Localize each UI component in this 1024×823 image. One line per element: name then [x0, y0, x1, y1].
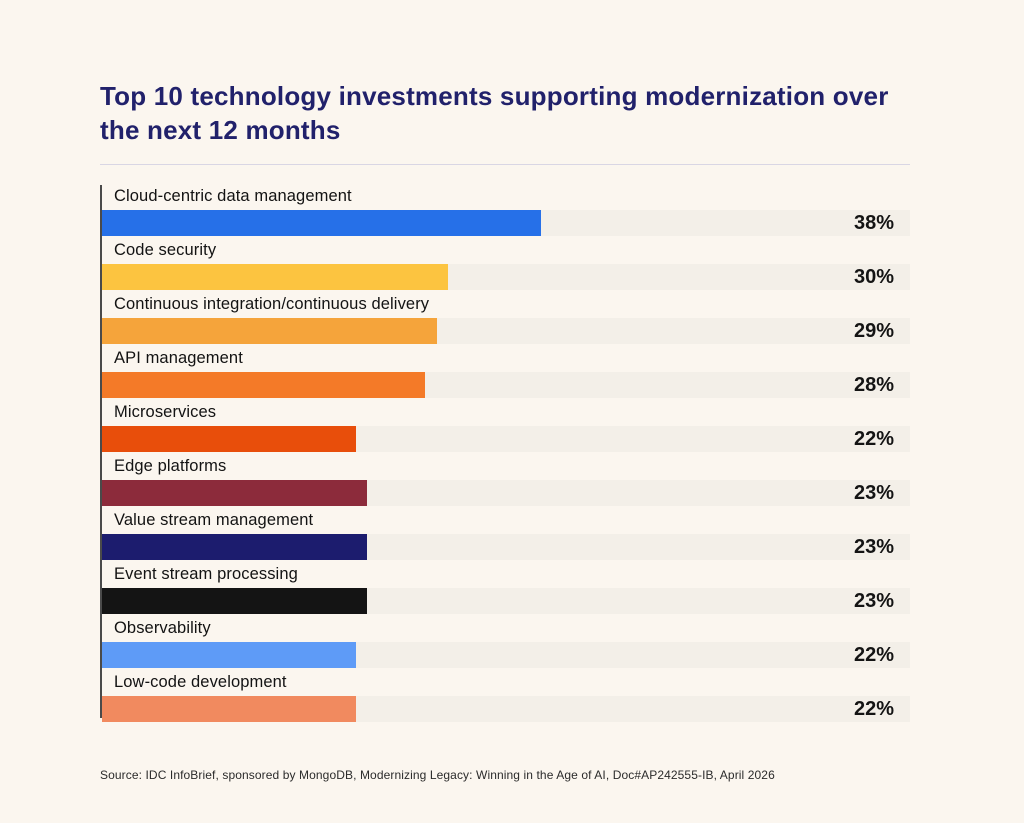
bar: [102, 533, 368, 560]
bar: [102, 641, 356, 668]
bar-track: 38%: [102, 209, 910, 236]
bar-track: 29%: [102, 317, 910, 344]
title-divider: [100, 163, 910, 165]
bar-value: 23%: [853, 535, 894, 558]
page-title: Top 10 technology investments supporting…: [100, 81, 889, 145]
bar-value: 23%: [853, 589, 894, 612]
bar-label: Continuous integration/continuous delive…: [114, 294, 430, 313]
bar-label: Cloud-centric data management: [114, 186, 352, 205]
bar-track: 23%: [102, 587, 910, 614]
bar-value: 23%: [853, 481, 894, 504]
bar-track: 30%: [102, 263, 910, 290]
bar-track: 23%: [102, 533, 910, 560]
chart-row: Continuous integration/continuous delive…: [102, 291, 910, 344]
bar: [102, 209, 541, 236]
chart-row: Observability 22%: [102, 615, 910, 668]
bar-track: 28%: [102, 371, 910, 398]
bar-value: 22%: [853, 697, 894, 720]
bar: [102, 479, 368, 506]
chart-row: API management 28%: [102, 345, 910, 398]
chart-row: Microservices 22%: [102, 399, 910, 452]
bar-value: 29%: [853, 319, 894, 342]
bar-label: Observability: [114, 618, 211, 637]
bar-value: 22%: [853, 643, 894, 666]
bar-value: 28%: [853, 373, 894, 396]
chart-row: Code security 30%: [102, 237, 910, 290]
bar: [102, 587, 368, 614]
bar-track: 23%: [102, 479, 910, 506]
chart-row: Edge platforms 23%: [102, 453, 910, 506]
chart-row: Low-code development 22%: [102, 669, 910, 722]
chart-row: Event stream processing 23%: [102, 561, 910, 614]
bar: [102, 317, 437, 344]
chart-row: Cloud-centric data management 38%: [102, 183, 910, 236]
y-axis-line: [100, 184, 102, 718]
bar-label: API management: [114, 348, 243, 367]
bar-label: Code security: [114, 240, 217, 259]
bar-label: Microservices: [114, 402, 217, 421]
bar-label: Low-code development: [114, 672, 287, 691]
bar-value: 30%: [853, 265, 894, 288]
bar-chart: Cloud-centric data management 38% Code sec…: [100, 183, 910, 722]
bar-track: 22%: [102, 425, 910, 452]
bar-value: 38%: [853, 211, 894, 234]
bar-value: 22%: [853, 427, 894, 450]
chart-rows: Cloud-centric data management 38% Code sec…: [102, 183, 910, 722]
bar-label: Event stream processing: [114, 564, 298, 583]
bar: [102, 263, 449, 290]
bar-track: 22%: [102, 695, 910, 722]
bar-label: Edge platforms: [114, 456, 227, 475]
bar-label: Value stream management: [114, 510, 314, 529]
bar: [102, 695, 356, 722]
bar: [102, 425, 356, 452]
bar-track: 22%: [102, 641, 910, 668]
source-note: Source: IDC InfoBrief, sponsored by Mong…: [100, 767, 775, 782]
bar: [102, 371, 426, 398]
chart-row: Value stream management 23%: [102, 507, 910, 560]
